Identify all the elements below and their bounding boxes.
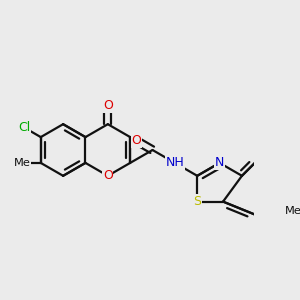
Text: O: O <box>131 134 141 147</box>
Text: Me: Me <box>14 158 31 168</box>
Text: O: O <box>103 169 113 182</box>
Text: NH: NH <box>166 156 184 170</box>
Text: Cl: Cl <box>19 121 31 134</box>
Text: O: O <box>103 99 113 112</box>
Text: Me: Me <box>285 206 300 216</box>
Text: S: S <box>193 195 201 208</box>
Text: N: N <box>215 156 224 170</box>
